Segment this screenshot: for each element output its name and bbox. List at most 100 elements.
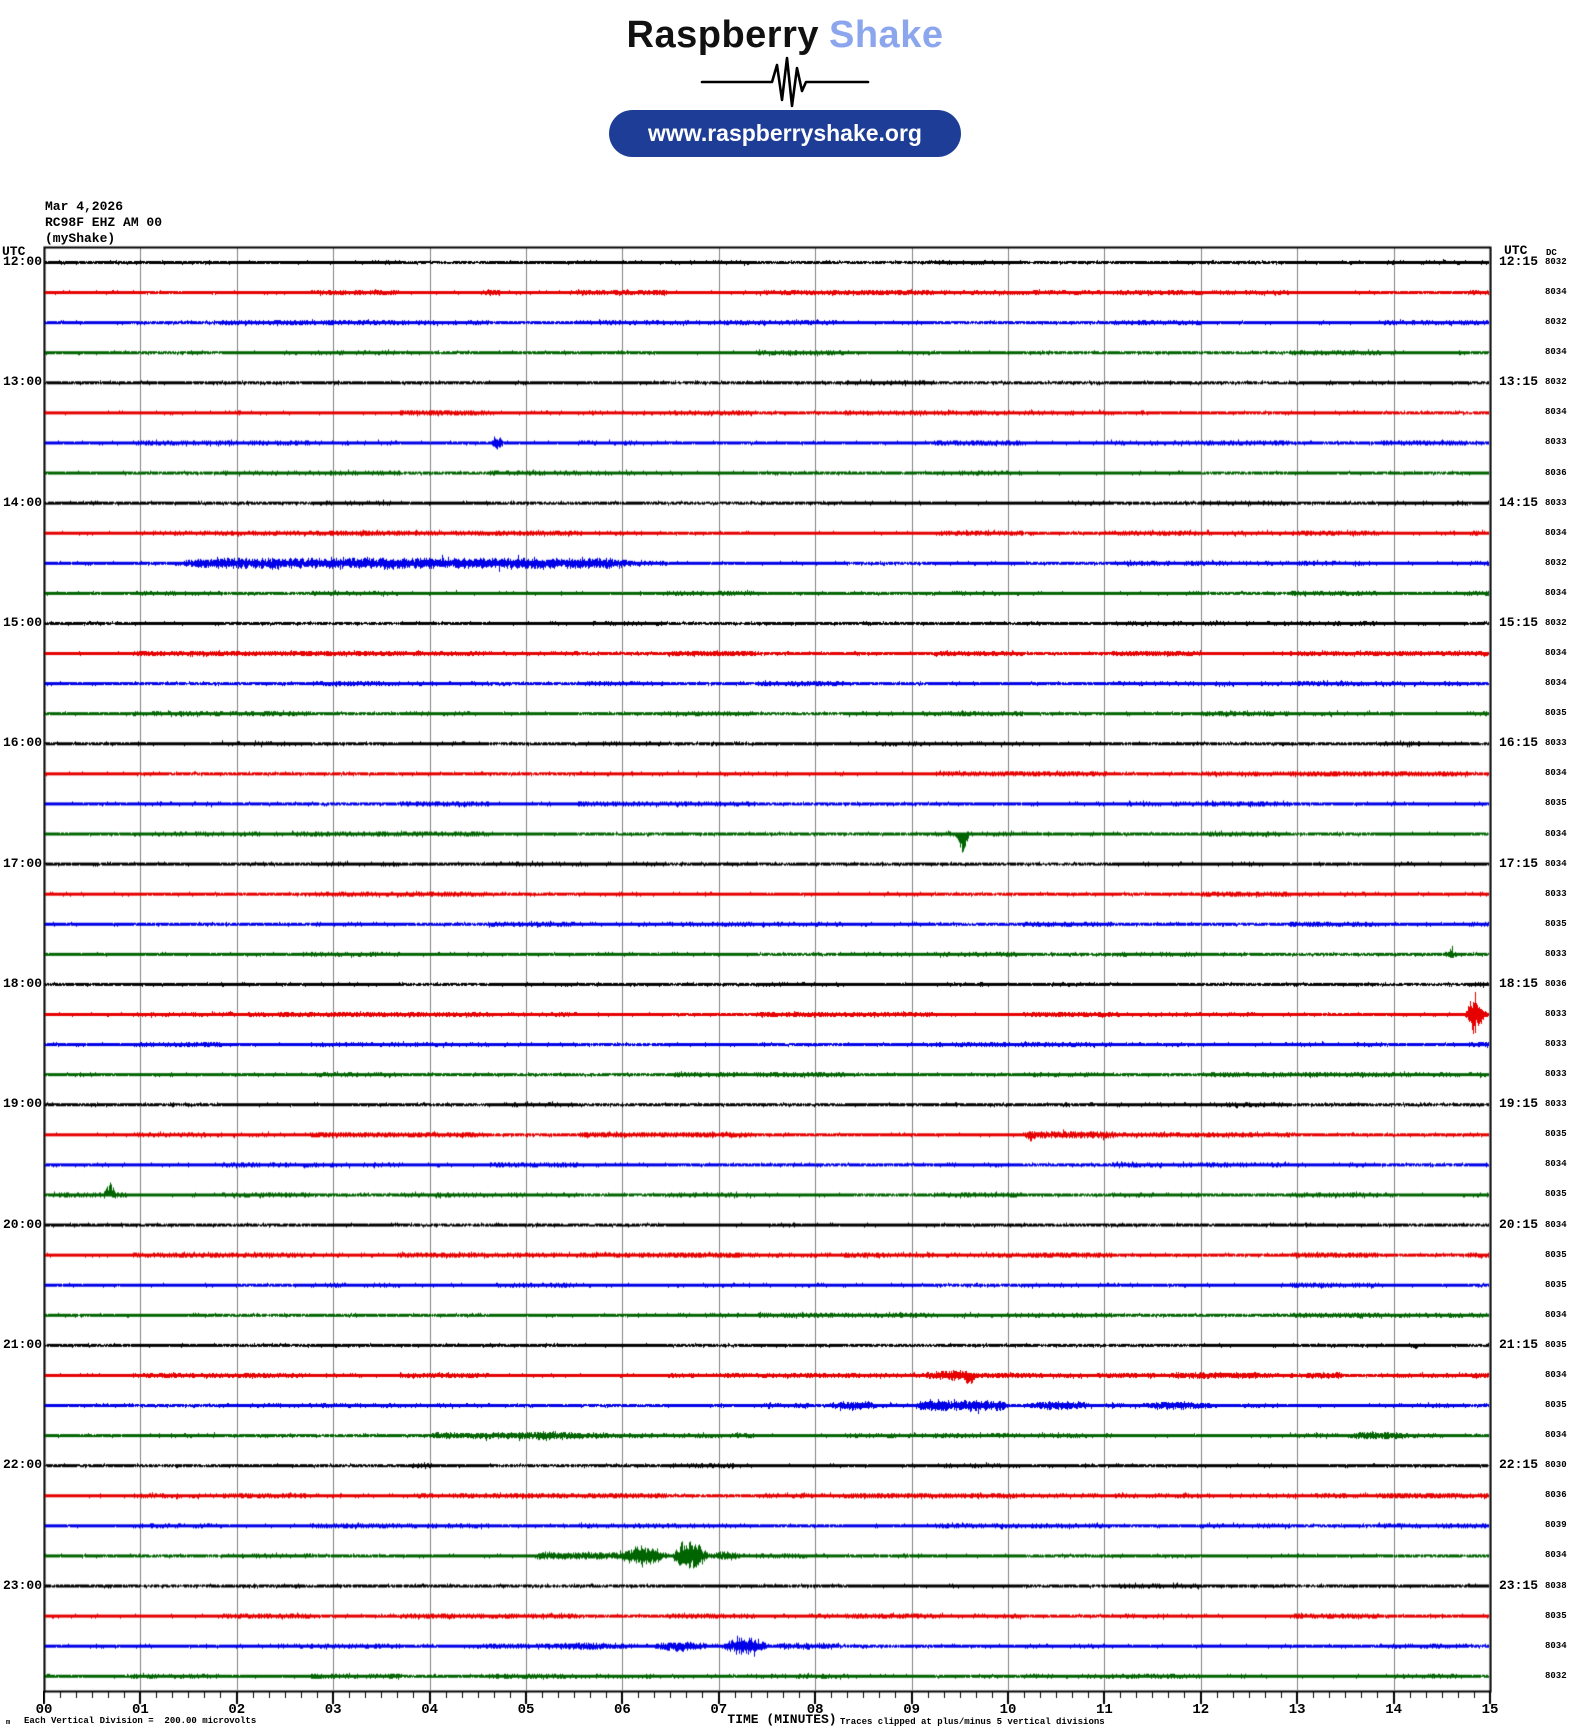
dc-value: 8036 [1545, 1490, 1567, 1501]
hour-label: 23:00 [2, 1577, 42, 1593]
dc-value: 8034 [1545, 587, 1567, 598]
hour-label: 13:00 [2, 374, 42, 390]
dc-value: 8032 [1545, 1670, 1567, 1681]
dc-value: 8034 [1545, 1640, 1567, 1651]
dc-value: 8034 [1545, 678, 1567, 689]
hour-label: 19:00 [2, 1096, 42, 1112]
x-tick-label: 11 [1095, 1702, 1113, 1718]
dc-value: 8034 [1545, 407, 1567, 418]
x-tick-label: 03 [324, 1702, 342, 1718]
station-date: Mar 4,2026 [45, 199, 124, 214]
x-tick-label: 07 [710, 1702, 728, 1718]
hour-label: 20:00 [2, 1216, 42, 1232]
dc-value: 8033 [1545, 437, 1567, 448]
quarter-label: 13:15 [1499, 374, 1539, 390]
scale-note: Each Vertical Division = 200.00 microvol… [24, 1716, 257, 1726]
dc-value: 8035 [1545, 1129, 1567, 1140]
dc-value: 8034 [1545, 1219, 1567, 1230]
dc-value: 8032 [1545, 317, 1567, 328]
station-info: Mar 4,2026 RC98F EHZ AM 00 (myShake) [45, 199, 162, 247]
dc-value: 8033 [1545, 948, 1567, 959]
x-tick-label: 13 [1288, 1702, 1306, 1718]
x-axis-title: TIME (MINUTES) [727, 1712, 837, 1727]
dc-value: 8034 [1545, 648, 1567, 659]
x-tick-label: 09 [903, 1702, 920, 1718]
quarter-label: 12:15 [1499, 254, 1539, 269]
dc-value: 8033 [1545, 497, 1567, 508]
dc-value: 8035 [1545, 1279, 1567, 1290]
dc-value: 8034 [1545, 1309, 1567, 1320]
x-tick-label: 14 [1385, 1702, 1402, 1718]
dc-value: 8035 [1545, 918, 1567, 929]
hour-label: 14:00 [2, 494, 42, 510]
dc-value: 8039 [1545, 1520, 1567, 1531]
x-tick-label: 05 [517, 1702, 535, 1718]
dc-value: 8034 [1545, 768, 1567, 779]
dc-value: 8034 [1545, 287, 1567, 298]
right-utc-header: UTC [1504, 243, 1528, 258]
dc-value: 8033 [1545, 888, 1567, 899]
dc-value: 8036 [1545, 978, 1567, 989]
dc-value: 8030 [1545, 1460, 1567, 1471]
hour-label: 16:00 [2, 735, 42, 751]
hour-label: 21:00 [2, 1336, 42, 1352]
quarter-label: 16:15 [1499, 735, 1539, 751]
website-link-button[interactable]: www.raspberryshake.org [609, 110, 961, 157]
dc-value: 8034 [1545, 1550, 1567, 1561]
logo: Raspberry Shake [0, 14, 1570, 57]
dc-value: 8033 [1545, 1069, 1567, 1080]
dc-value: 8033 [1545, 1009, 1567, 1019]
dc-value: 8034 [1545, 1369, 1567, 1380]
dc-value: 8034 [1545, 858, 1567, 869]
dc-value: 8036 [1545, 467, 1567, 478]
dc-value: 8032 [1545, 257, 1567, 267]
waveform-icon [0, 56, 1570, 113]
dc-value: 8034 [1545, 1159, 1567, 1170]
dc-value: 8035 [1545, 1339, 1567, 1350]
quarter-label: 18:15 [1499, 975, 1539, 991]
quarter-label: 15:15 [1499, 614, 1539, 630]
dc-value: 8035 [1545, 1610, 1567, 1621]
x-tick-label: 04 [421, 1702, 438, 1718]
station-network: (myShake) [45, 231, 116, 246]
dc-value: 8033 [1545, 1099, 1567, 1110]
dc-value: 8038 [1545, 1580, 1567, 1591]
dc-value: 8035 [1545, 798, 1567, 809]
left-utc-header: UTC [2, 244, 26, 259]
x-tick-label: 12 [1192, 1702, 1210, 1718]
quarter-label: 19:15 [1499, 1096, 1539, 1112]
hour-label: 22:00 [2, 1457, 42, 1473]
hour-label: 12:00 [2, 254, 42, 269]
dc-value: 8035 [1545, 708, 1567, 719]
x-tick-label: 08 [806, 1702, 824, 1718]
x-tick-label: 06 [613, 1702, 631, 1718]
clip-note: Traces clipped at plus/minus 5 vertical … [840, 1717, 1105, 1727]
quarter-label: 23:15 [1499, 1577, 1539, 1593]
dc-value: 8032 [1545, 557, 1567, 568]
dc-value: 8035 [1545, 1189, 1567, 1200]
corner-mark: m [6, 1719, 11, 1727]
x-tick-label: 01 [131, 1702, 149, 1718]
logo-text-raspberry: Raspberry [626, 14, 819, 56]
dc-value: 8035 [1545, 1249, 1567, 1260]
dc-value: 8032 [1545, 617, 1567, 628]
dc-value: 8033 [1545, 738, 1567, 749]
x-tick-label: 02 [228, 1702, 246, 1718]
hour-label: 17:00 [2, 855, 42, 871]
dc-header: DC [1546, 248, 1557, 258]
helicorder-canvas [43, 245, 1492, 1707]
hour-label: 15:00 [2, 614, 42, 630]
logo-text-shake: Shake [829, 14, 944, 56]
dc-value: 8034 [1545, 828, 1567, 839]
station-id: RC98F EHZ AM 00 [45, 215, 163, 230]
x-tick-label: 00 [35, 1702, 53, 1718]
quarter-label: 20:15 [1499, 1216, 1539, 1232]
dc-value: 8034 [1545, 527, 1567, 538]
dc-value: 8032 [1545, 377, 1567, 388]
quarter-label: 22:15 [1499, 1457, 1539, 1473]
quarter-label: 21:15 [1499, 1336, 1539, 1352]
quarter-label: 14:15 [1499, 494, 1539, 510]
dc-value: 8034 [1545, 1430, 1567, 1441]
dc-value: 8033 [1545, 1039, 1567, 1050]
